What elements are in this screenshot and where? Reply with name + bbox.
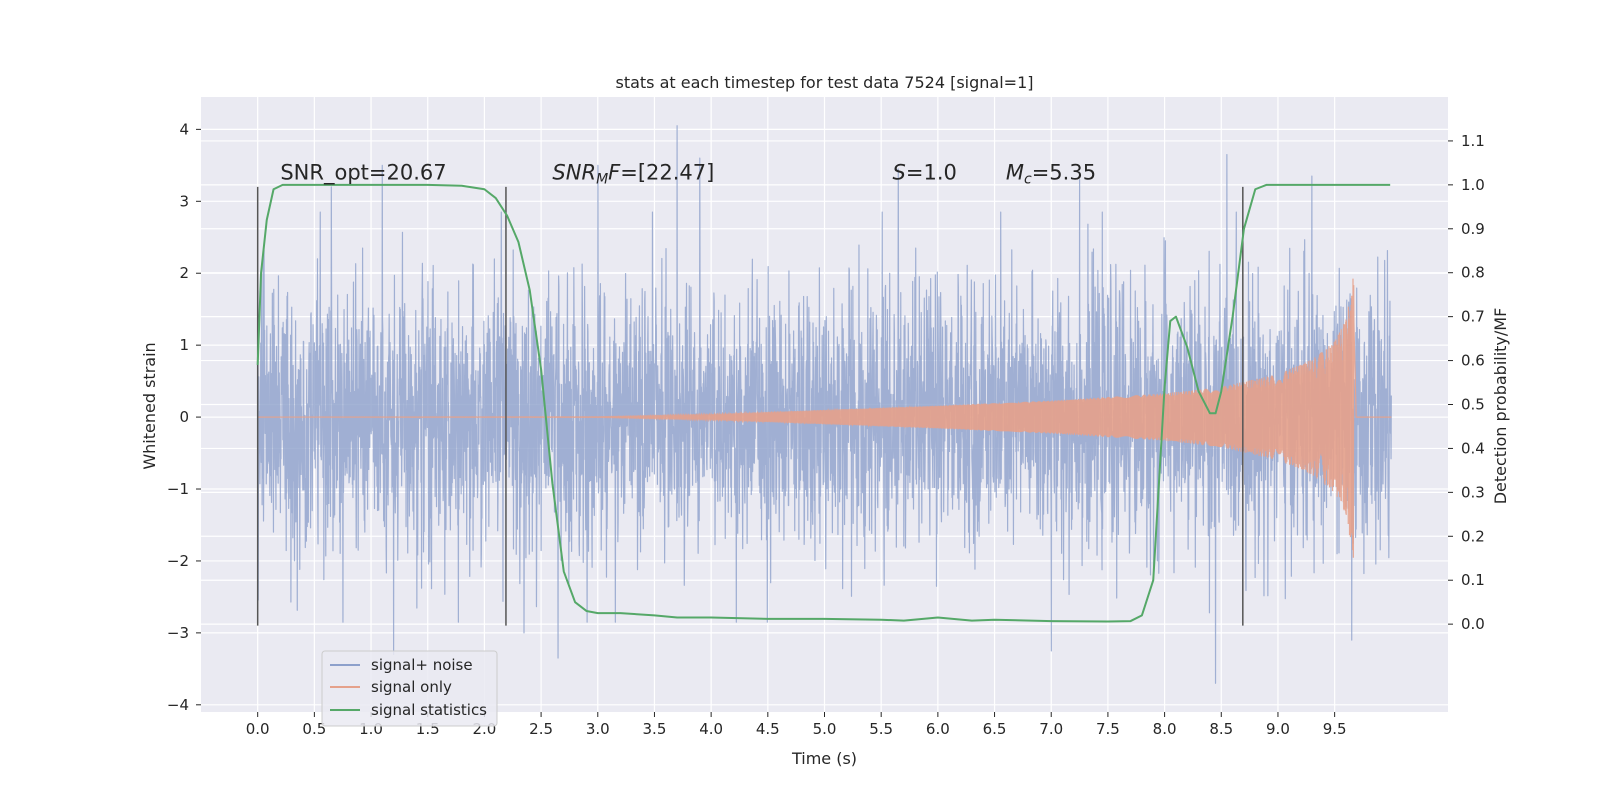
y-tick-label: −2 [167, 552, 189, 570]
y-tick-label: 2 [179, 264, 189, 282]
y-right-tick-label: 0.8 [1461, 264, 1485, 282]
series-signal-only [257, 278, 1392, 558]
y-right-tick-label: 0.7 [1461, 308, 1485, 326]
y-tick-label: −3 [167, 624, 189, 642]
x-tick-label: 9.5 [1323, 720, 1347, 738]
y-tick-label: 4 [179, 120, 189, 138]
y-right-tick-label: 0.2 [1461, 527, 1485, 545]
y-tick-label: 0 [179, 408, 189, 426]
x-tick-label: 6.5 [983, 720, 1007, 738]
x-tick-label: 4.5 [756, 720, 780, 738]
x-tick-label: 6.0 [926, 720, 950, 738]
x-tick-label: 0.0 [246, 720, 270, 738]
x-tick-label: 7.0 [1039, 720, 1063, 738]
x-tick-label: 3.5 [643, 720, 667, 738]
x-tick-label: 4.0 [699, 720, 723, 738]
x-tick-label: 9.0 [1266, 720, 1290, 738]
chart-title: stats at each timestep for test data 752… [615, 73, 1033, 92]
y-axis-label: Whitened strain [140, 342, 159, 469]
y-right-tick-label: 0.5 [1461, 396, 1485, 414]
x-tick-label: 5.0 [813, 720, 837, 738]
signal-statistics-line [256, 183, 1391, 623]
legend-box [321, 650, 498, 727]
x-tick-label: 0.5 [302, 720, 326, 738]
x-tick-label: 2.5 [529, 720, 553, 738]
x-axis-label: Time (s) [791, 749, 857, 768]
annotation-s-value: S=1.0 [893, 161, 957, 185]
y-tick-label: −1 [167, 480, 189, 498]
annotation-snr-mf: SNRMF=[22.47] [552, 161, 714, 188]
legend-entry-signal-only: signal only [371, 678, 452, 696]
x-tick-label: 8.0 [1153, 720, 1177, 738]
y-tick-label: 3 [179, 192, 189, 210]
annotations: SNR_opt=20.67 SNRMF=[22.47] S=1.0 Mc=5.35 [280, 161, 1096, 188]
y-axis-right-ticks: 1.1 1.0 0.9 0.8 0.7 0.6 0.5 0.4 0.3 0.2 0.1 0.0 [1448, 132, 1485, 633]
y-axis-right-label: Detection probability/MF [1491, 308, 1510, 505]
x-tick-label: 5.5 [869, 720, 893, 738]
x-tick-label: 3.0 [586, 720, 610, 738]
y-tick-label: −4 [167, 696, 189, 714]
x-tick-label: 8.5 [1209, 720, 1233, 738]
y-right-tick-label: 0.3 [1461, 483, 1485, 501]
y-right-tick-label: 1.1 [1461, 132, 1485, 150]
legend: signal+ noise signal only signal statist… [321, 650, 498, 727]
y-right-tick-label: 0.4 [1461, 439, 1485, 457]
y-right-tick-label: 0.9 [1461, 220, 1485, 238]
y-right-tick-label: 0.0 [1461, 615, 1485, 633]
y-right-tick-label: 0.6 [1461, 352, 1485, 370]
signal-only-line [257, 278, 1392, 558]
legend-entry-signal-noise: signal+ noise [371, 656, 473, 674]
annotation-chirp-mass: Mc=5.35 [1006, 161, 1096, 188]
y-right-tick-label: 0.1 [1461, 571, 1485, 589]
series-signal-statistics [256, 183, 1391, 623]
annotation-snr-opt: SNR_opt=20.67 [280, 161, 446, 186]
y-axis-ticks: 4 3 2 1 0 −1 −2 −3 −4 [167, 120, 201, 714]
y-tick-label: 1 [179, 336, 189, 354]
x-tick-label: 7.5 [1096, 720, 1120, 738]
segment-markers [256, 186, 1244, 626]
y-right-tick-label: 1.0 [1461, 176, 1485, 194]
legend-entry-signal-statistics: signal statistics [371, 701, 487, 719]
